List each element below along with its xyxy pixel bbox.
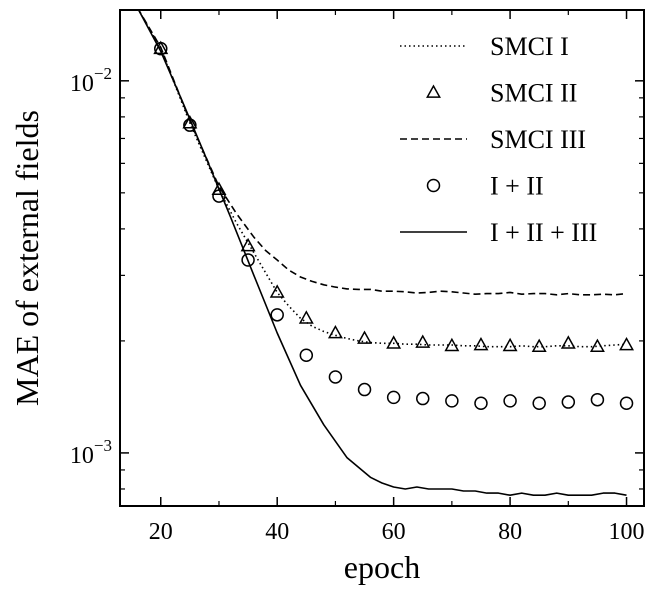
series-2-point-2 bbox=[182, 115, 198, 129]
series-2-point-15 bbox=[560, 335, 576, 349]
series-2-point-6 bbox=[298, 310, 314, 324]
series-2-point-1 bbox=[153, 40, 169, 55]
series-4-point-11 bbox=[445, 394, 459, 408]
legend-label-3: SMCI III bbox=[490, 125, 586, 154]
series-4-point-16 bbox=[590, 392, 605, 407]
legend-swatch-2 bbox=[426, 84, 441, 98]
x-tick-label-2: 40 bbox=[265, 519, 289, 545]
series-2-point-7 bbox=[327, 324, 343, 339]
y-tick-label-2: 10−3 bbox=[70, 436, 112, 469]
series-4-point-17 bbox=[619, 396, 634, 410]
x-tick-label-4: 80 bbox=[498, 519, 522, 545]
series-4-point-5 bbox=[270, 308, 284, 322]
x-tick-label-1: 20 bbox=[149, 519, 173, 545]
series-5 bbox=[137, 10, 627, 496]
series-2-point-9 bbox=[386, 335, 402, 349]
series-2-point-8 bbox=[357, 330, 373, 344]
legend-entry-1: SMCI I bbox=[400, 32, 569, 61]
series-4-point-1 bbox=[154, 41, 168, 56]
series-2-point-10 bbox=[415, 334, 431, 348]
series-2-point-14 bbox=[531, 338, 547, 353]
ticks-layer: 20 40 60 80 100 10−2 10−3 bbox=[70, 10, 645, 545]
series-layer bbox=[137, 10, 635, 496]
legend-entry-3: SMCI III bbox=[400, 125, 586, 154]
series-4-point-12 bbox=[474, 396, 488, 410]
legend-swatch-4 bbox=[426, 178, 441, 193]
y-axis-title: MAE of external fields bbox=[9, 110, 45, 406]
series-line-3 bbox=[137, 10, 627, 296]
legend: SMCI I SMCI II SMCI III I + II I + II + III bbox=[400, 32, 597, 247]
series-2-point-16 bbox=[589, 338, 605, 353]
series-3 bbox=[137, 10, 627, 296]
series-2-point-3 bbox=[211, 181, 227, 196]
series-2-point-13 bbox=[502, 337, 518, 352]
series-4-point-10 bbox=[416, 391, 430, 406]
legend-entry-4: I + II bbox=[426, 172, 544, 201]
legend-label-4: I + II bbox=[490, 172, 544, 201]
series-2-point-5 bbox=[269, 284, 285, 298]
series-2-point-4 bbox=[240, 237, 256, 252]
legend-entry-2: SMCI II bbox=[426, 79, 577, 108]
series-4-point-9 bbox=[386, 390, 401, 405]
series-2-point-11 bbox=[444, 337, 460, 352]
legend-label-2: SMCI II bbox=[490, 79, 577, 108]
series-1 bbox=[137, 10, 627, 348]
x-tick-label-5: 100 bbox=[609, 519, 645, 545]
series-4-point-8 bbox=[357, 382, 372, 397]
series-2-point-17 bbox=[619, 336, 635, 351]
series-4-point-7 bbox=[328, 370, 343, 384]
series-4-point-14 bbox=[532, 396, 546, 410]
series-4-point-13 bbox=[503, 394, 517, 408]
series-4-point-6 bbox=[299, 348, 314, 363]
series-4-point-15 bbox=[561, 395, 576, 409]
legend-label-1: SMCI I bbox=[490, 32, 569, 61]
y-tick-label-1: 10−2 bbox=[70, 64, 112, 97]
x-tick-label-3: 60 bbox=[382, 519, 406, 545]
plot-frame bbox=[119, 9, 645, 507]
legend-entry-5: I + II + III bbox=[400, 218, 597, 247]
legend-label-5: I + II + III bbox=[490, 218, 597, 247]
series-2 bbox=[153, 40, 635, 353]
series-line-1 bbox=[137, 10, 627, 348]
series-2-point-12 bbox=[473, 336, 489, 351]
series-line-5 bbox=[137, 10, 627, 496]
x-axis-title: epoch bbox=[344, 549, 420, 585]
series-4-point-4 bbox=[241, 253, 255, 267]
